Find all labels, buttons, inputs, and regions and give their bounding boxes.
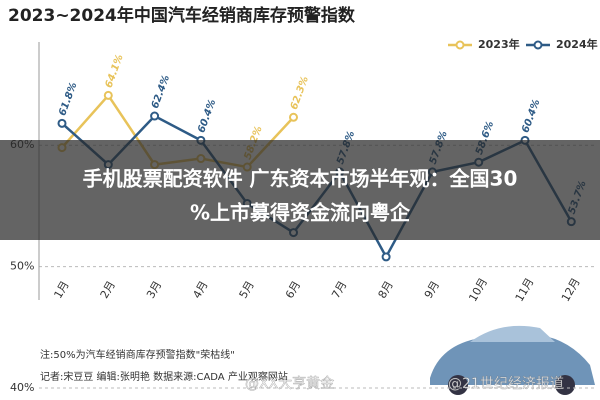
legend-marker — [455, 40, 465, 50]
y-tick-label: 40% — [10, 381, 34, 394]
legend-marker — [533, 40, 543, 50]
car-illustration — [430, 325, 595, 395]
watermark: @XX大亨黄金 — [245, 375, 334, 392]
caption-banner — [0, 140, 600, 240]
credit: 记者:宋豆豆 编辑:张明艳 数据来源:CADA 产业观察网站 — [40, 370, 288, 383]
y-tick-label: 50% — [10, 260, 34, 273]
chart-title: 2023~2024年中国汽车经销商库存预警指数 — [8, 5, 356, 26]
point — [289, 112, 298, 122]
legend-label: 2023年 — [478, 37, 520, 51]
caption-text: %上市募得资金流向粤企 — [190, 201, 411, 225]
point — [381, 252, 391, 262]
legend-label: 2024年 — [556, 37, 598, 51]
watermark: @21世纪经济报道 — [448, 376, 564, 392]
note: 注:50%为汽车经销商库存预警指数"荣枯线" — [40, 348, 235, 361]
point — [57, 118, 67, 128]
caption-text: 手机股票配资软件 广东资本市场半年观：全国30 — [83, 167, 518, 191]
point — [103, 90, 113, 100]
point — [150, 111, 160, 121]
